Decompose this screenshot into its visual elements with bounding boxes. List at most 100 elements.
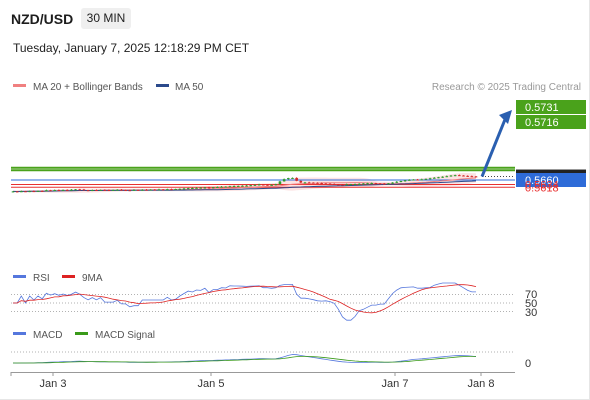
candle-body (428, 178, 432, 180)
candle-body (395, 181, 399, 183)
level-label-text: 0.5716 (525, 117, 559, 129)
candle-body (382, 183, 386, 185)
candle-body (370, 183, 374, 185)
candle-body (49, 190, 52, 192)
macd-signal-legend-swatch (75, 332, 88, 335)
candle-body (412, 179, 415, 181)
candle-body (245, 185, 248, 187)
candle-body (15, 191, 19, 193)
projection-arrow-head (499, 110, 512, 124)
level-label-box (516, 100, 586, 114)
candle-body (353, 183, 357, 185)
candle-body (70, 189, 73, 191)
candle-body (211, 187, 215, 189)
candle-body (466, 175, 469, 177)
candle-body (141, 189, 144, 191)
macd-panel (11, 351, 515, 364)
candle-body (299, 180, 303, 183)
candle-body (40, 190, 44, 192)
candle-body (120, 189, 123, 191)
candle-body (149, 189, 152, 191)
candle-body (216, 186, 219, 188)
candle-body (432, 177, 436, 179)
x-axis: Jan 3 Jan 5 Jan 7 Jan 8 (10, 372, 495, 390)
candle-body (470, 176, 474, 178)
candle-body (115, 189, 119, 191)
candle-body (320, 183, 323, 185)
candle-body (170, 189, 173, 191)
candle-body (207, 187, 211, 189)
candle-body (74, 189, 77, 191)
macd-signal-legend-label: MACD Signal (95, 330, 155, 341)
candle-body (378, 183, 382, 185)
candle-body (274, 184, 278, 186)
candle-body (161, 189, 165, 191)
rsi-ma-line (13, 284, 477, 314)
candle-body (199, 187, 203, 189)
candle-body (437, 177, 440, 179)
chart-header: NZD/USD 30 MIN (0, 0, 590, 36)
rsi-level-50: 50 (525, 298, 537, 310)
ma50-legend-swatch (156, 84, 169, 87)
ma20-legend-label: MA 20 + Bollinger Bands (33, 82, 143, 93)
candle-body (124, 190, 127, 192)
candle-body (441, 176, 444, 178)
ma50-line (12, 180, 477, 193)
candle-body (403, 180, 407, 182)
candle-body (366, 183, 369, 185)
x-tick-label: Jan 8 (468, 378, 495, 390)
candle-body (291, 177, 294, 179)
rsi-panel (11, 282, 515, 321)
candle-body (182, 188, 186, 190)
rsi-line (13, 282, 476, 321)
candle-body (453, 175, 457, 177)
timeframe-badge[interactable]: 30 MIN (81, 8, 131, 29)
candle-body (132, 189, 136, 191)
candle-body (349, 184, 353, 186)
candle-body (316, 182, 319, 184)
x-tick-label: Jan 7 (382, 378, 409, 390)
candle-body (445, 176, 449, 178)
macd-signal-line (13, 356, 476, 364)
candle-body (11, 191, 15, 193)
candle-body (157, 189, 161, 191)
candle-body (266, 184, 269, 186)
level-label-text: 0.5634 (525, 179, 559, 191)
candle-body (220, 186, 223, 188)
candle-body (357, 183, 361, 185)
candle-body (136, 189, 140, 191)
candle-body (303, 182, 307, 184)
candle-body (95, 190, 98, 192)
candle-body (374, 183, 378, 185)
candle-body (241, 185, 244, 187)
level-label-text: 0.5618 (525, 182, 559, 194)
candle-body (337, 184, 340, 186)
x-tick-label: Jan 3 (40, 378, 67, 390)
candle-body (203, 187, 207, 189)
candle-body (324, 183, 328, 185)
candle-body (145, 189, 148, 191)
candle-body (86, 190, 90, 192)
candle-body (178, 188, 182, 190)
candle-body (424, 178, 428, 180)
candle-body (78, 189, 82, 191)
ma20-legend-swatch (13, 84, 26, 87)
rsi-legend-swatch (13, 275, 26, 278)
candle-body (295, 177, 298, 181)
candle-body (32, 191, 36, 193)
candle-body (28, 191, 31, 193)
candle-body (107, 190, 111, 192)
candle-body (391, 182, 394, 184)
candle-body (82, 189, 86, 191)
candle-body (362, 183, 365, 185)
research-credit: Research © 2025 Trading Central (432, 82, 581, 93)
rsi-ma-legend-label: 9MA (82, 273, 103, 284)
rsi-level-30: 30 (525, 307, 537, 319)
candle-body (474, 176, 478, 178)
macd-legend-swatch (13, 332, 26, 335)
candle-body (449, 175, 453, 177)
macd-zero-label: 0 (525, 358, 531, 370)
candle-body (341, 184, 344, 186)
candle-body (191, 187, 194, 189)
rsi-level-70: 70 (525, 289, 537, 301)
